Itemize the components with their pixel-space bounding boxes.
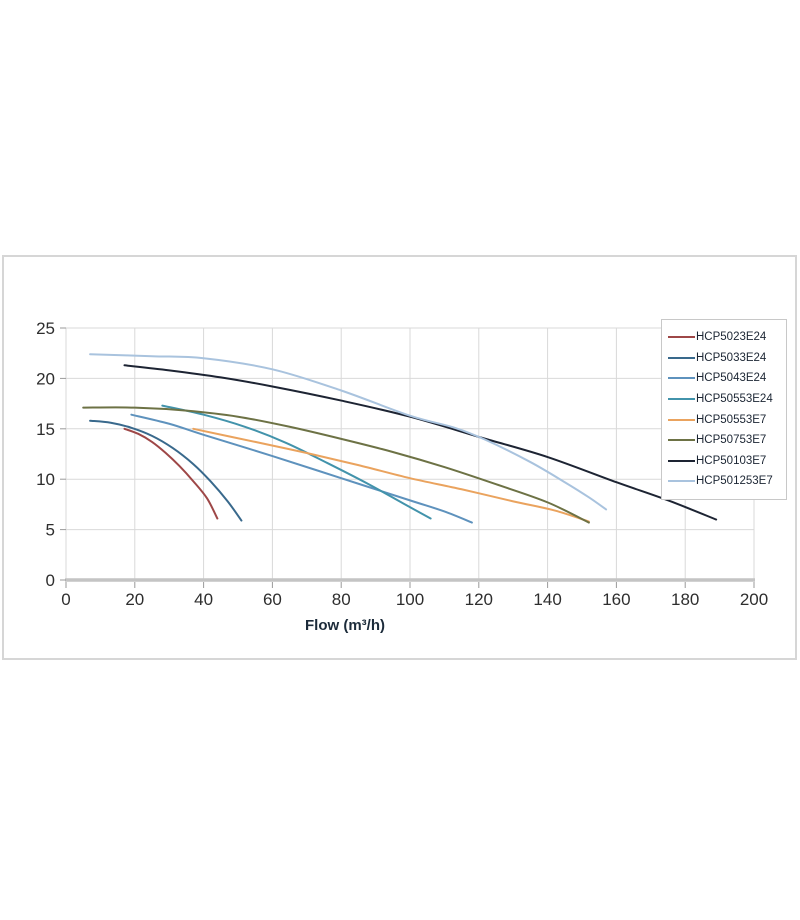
x-tick-label: 100 [396, 590, 424, 609]
x-tick-label: 80 [332, 590, 351, 609]
legend-label: HCP50753E7 [696, 434, 767, 447]
legend-swatch-HCP5033E24 [668, 356, 695, 359]
chart-frame: 0 20 40 60 80 100 120 140 160 180 200 0 5 10 15 20 25 Flo… [2, 255, 797, 660]
legend-item-HCP501253E7: HCP501253E7 [668, 471, 782, 492]
series-curve-HCP50103E7 [123, 364, 718, 521]
pump-performance-chart: 0 20 40 60 80 100 120 140 160 180 200 0 5 10 15 20 25 Flo… [36, 319, 768, 634]
legend-label: HCP50103E7 [696, 454, 767, 467]
legend-item-HCP50103E7: HCP50103E7 [668, 451, 782, 472]
x-tick-label: 200 [740, 590, 768, 609]
series-curve-HCP50553E24 [161, 404, 432, 520]
x-tick-label: 160 [602, 590, 630, 609]
legend-item-HCP50553E24: HCP50553E24 [668, 389, 782, 410]
x-tick-label: 140 [533, 590, 561, 609]
legend-swatch-HCP50103E7 [668, 459, 695, 462]
legend-label: HCP50553E7 [696, 413, 767, 426]
legend-swatch-HCP5023E24 [668, 336, 695, 339]
chart-legend: HCP5023E24 HCP5033E24 HCP5043E24 HCP50553E2… [661, 319, 787, 500]
y-tick-label: 5 [46, 521, 55, 540]
legend-swatch-HCP50553E7 [668, 418, 695, 421]
legend-item-HCP5023E24: HCP5023E24 [668, 327, 782, 348]
x-tick-label: 60 [263, 590, 282, 609]
legend-swatch-HCP50753E7 [668, 439, 695, 442]
x-tick-label: 180 [671, 590, 699, 609]
legend-item-HCP5043E24: HCP5043E24 [668, 368, 782, 389]
legend-label: HCP5023E24 [696, 331, 767, 344]
x-axis-title: Flow (m³/h) [305, 617, 385, 634]
legend-swatch-HCP5043E24 [668, 377, 695, 380]
legend-label: HCP50553E24 [696, 393, 773, 406]
y-tick-label: 10 [36, 470, 55, 489]
legend-swatch-HCP501253E7 [668, 480, 695, 483]
series-curve-HCP5023E24 [123, 427, 219, 520]
legend-label: HCP501253E7 [696, 475, 773, 488]
x-tick-label: 0 [61, 590, 70, 609]
x-tick-label: 40 [194, 590, 213, 609]
series-curve-HCP5043E24 [130, 413, 473, 524]
legend-item-HCP5033E24: HCP5033E24 [668, 348, 782, 369]
legend-label: HCP5033E24 [696, 351, 767, 364]
legend-item-HCP50753E7: HCP50753E7 [668, 430, 782, 451]
legend-label: HCP5043E24 [696, 372, 767, 385]
y-tick-label: 0 [46, 571, 55, 590]
legend-item-HCP50553E7: HCP50553E7 [668, 409, 782, 430]
y-tick-label: 25 [36, 319, 55, 338]
series-curve-HCP501253E7 [89, 353, 608, 511]
series-curve-HCP50553E7 [192, 427, 590, 523]
x-tick-label: 20 [125, 590, 144, 609]
y-tick-label: 20 [36, 369, 55, 388]
y-tick-label: 15 [36, 420, 55, 439]
series-curve-HCP50753E7 [82, 406, 590, 524]
series-curve-HCP5033E24 [89, 419, 243, 522]
legend-swatch-HCP50553E24 [668, 398, 695, 401]
x-tick-label: 120 [465, 590, 493, 609]
